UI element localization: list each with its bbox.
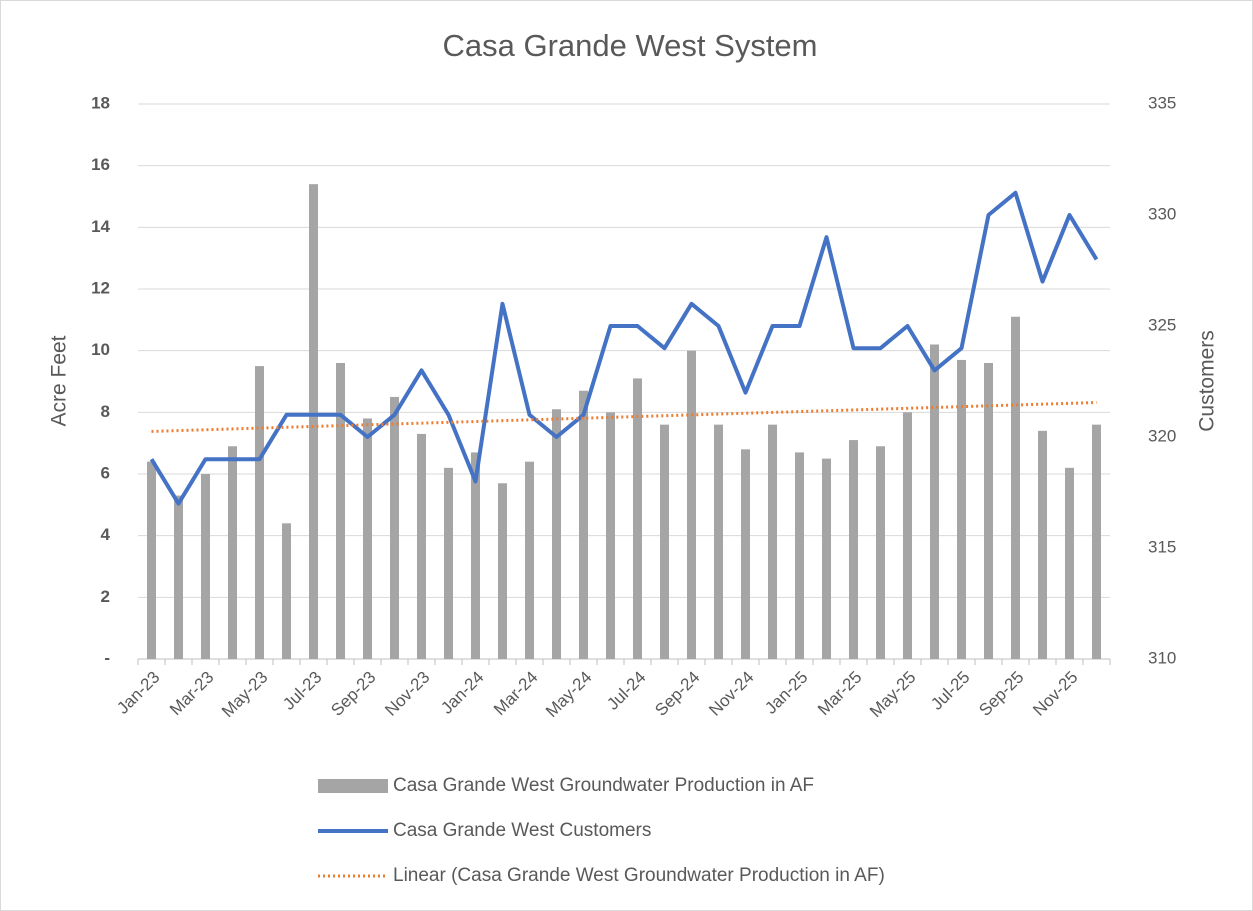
bar: [795, 452, 804, 659]
bar: [228, 446, 237, 659]
y-tick-label: 6: [101, 463, 110, 482]
bar: [255, 366, 264, 659]
bar: [687, 350, 696, 659]
bar: [363, 418, 372, 659]
bar: [498, 483, 507, 659]
bar: [741, 449, 750, 659]
y-tick-label: 2: [101, 587, 110, 606]
bar: [606, 412, 615, 659]
bar: [147, 461, 156, 659]
bar: [525, 461, 534, 659]
legend-swatch: [318, 779, 388, 793]
y-tick-label: 8: [101, 402, 110, 421]
bar: [471, 452, 480, 659]
y2-tick-label: 335: [1148, 93, 1176, 112]
bar: [336, 363, 345, 659]
legend-label: Linear (Casa Grande West Groundwater Pro…: [393, 865, 885, 886]
bar: [417, 433, 426, 659]
bar: [714, 424, 723, 659]
y2-tick-label: 325: [1148, 315, 1176, 334]
bar: [1092, 424, 1101, 659]
bar: [822, 458, 831, 659]
bar: [957, 359, 966, 659]
bar: [552, 409, 561, 659]
y-tick-label: 4: [101, 525, 111, 544]
y-tick-label: 12: [91, 278, 110, 297]
bar: [390, 396, 399, 659]
bar: [1065, 467, 1074, 659]
y-tick-label: -: [104, 648, 110, 667]
bar: [201, 474, 210, 659]
bar: [768, 424, 777, 659]
legend-label: Casa Grande West Groundwater Production …: [393, 775, 814, 796]
chart-title: Casa Grande West System: [442, 28, 817, 63]
bar: [660, 424, 669, 659]
bar: [930, 344, 939, 659]
bar: [282, 523, 291, 659]
bar: [309, 184, 318, 659]
bar: [1038, 430, 1047, 659]
y-tick-label: 10: [91, 340, 110, 359]
y-axis-title: Acre Feet: [48, 335, 71, 426]
bar: [1011, 316, 1020, 659]
y2-tick-label: 315: [1148, 537, 1176, 556]
bar: [876, 446, 885, 659]
y2-axis-title: Customers: [1196, 330, 1219, 432]
y-tick-label: 14: [91, 217, 110, 236]
bar: [633, 378, 642, 659]
y2-tick-label: 320: [1148, 426, 1176, 445]
y2-tick-label: 310: [1148, 648, 1176, 667]
y-tick-label: 18: [91, 93, 110, 112]
bar: [849, 440, 858, 659]
bar: [174, 495, 183, 659]
bar: [903, 412, 912, 659]
bar: [579, 390, 588, 659]
line: [149, 190, 1099, 506]
y-tick-label: 16: [91, 155, 110, 174]
bar: [984, 363, 993, 659]
y2-tick-label: 330: [1148, 204, 1176, 223]
bar: [444, 467, 453, 659]
legend-label: Casa Grande West Customers: [393, 820, 651, 841]
